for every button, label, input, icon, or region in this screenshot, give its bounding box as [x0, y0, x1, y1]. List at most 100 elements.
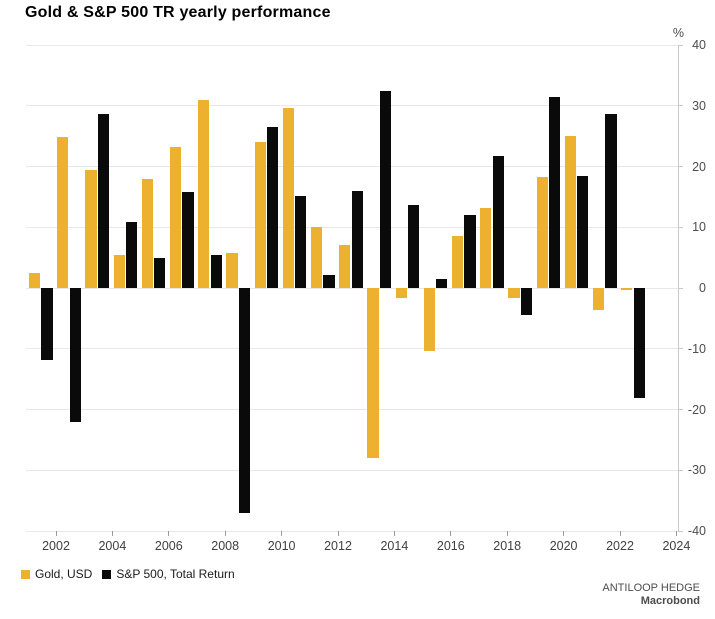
- bar-sp500-2012: [351, 190, 363, 288]
- x-axis-tick-label: 2008: [211, 539, 240, 553]
- x-axis-tick-label: 2002: [42, 539, 70, 553]
- y-axis-tick: [678, 166, 683, 167]
- y-axis-tick: [678, 409, 683, 410]
- y-axis-tick-label: 20: [692, 159, 706, 174]
- x-axis-tick: [506, 531, 508, 536]
- bar-gold-2011: [311, 226, 323, 288]
- bar-gold-2016: [452, 235, 464, 288]
- x-axis-tick-label: 2012: [324, 539, 352, 553]
- gridline: [26, 348, 678, 350]
- bar-sp500-2011: [323, 275, 335, 288]
- bar-sp500-2020: [577, 176, 589, 288]
- bar-sp500-2015: [436, 279, 448, 288]
- bar-sp500-2021: [605, 113, 617, 288]
- bar-sp500-2014: [408, 204, 420, 288]
- legend-item-sp500: S&P 500, Total Return: [102, 567, 235, 581]
- y-axis-tick-label: -40: [687, 524, 706, 538]
- gridline: [26, 166, 678, 167]
- branding: ANTILOOP HEDGE Macrobond: [602, 582, 700, 610]
- y-axis-tick: [678, 287, 683, 289]
- y-axis-tick: [678, 226, 683, 228]
- x-axis-tick-label: 2022: [606, 539, 634, 553]
- y-axis-unit-label: %: [672, 26, 684, 40]
- x-axis-tick-label: 2010: [267, 539, 296, 553]
- y-axis-tick-label: 0: [699, 281, 706, 295]
- bar-sp500-2003: [97, 113, 109, 288]
- x-axis-tick-label: 2018: [493, 539, 522, 553]
- bar-gold-2005: [141, 179, 153, 288]
- chart-title: Gold & S&P 500 TR yearly performance: [25, 4, 331, 21]
- bar-sp500-2019: [549, 96, 561, 288]
- x-axis-tick: [393, 531, 395, 536]
- bar-sp500-2001: [41, 288, 53, 361]
- bar-gold-2014: [395, 288, 407, 299]
- y-axis-tick-label: -10: [687, 341, 706, 356]
- legend-item-gold: Gold, USD: [21, 567, 92, 581]
- x-axis-tick: [55, 531, 57, 536]
- bar-sp500-2002: [69, 288, 81, 423]
- bar-sp500-2017: [492, 155, 504, 288]
- bar-sp500-2007: [210, 254, 222, 288]
- bar-sp500-2013: [379, 91, 391, 288]
- bar-gold-2022: [621, 288, 633, 290]
- bar-gold-2007: [198, 99, 210, 288]
- sp500-swatch-icon: [102, 569, 112, 579]
- bar-gold-2001: [29, 272, 41, 288]
- bar-sp500-2009: [267, 127, 279, 288]
- bar-gold-2019: [536, 176, 548, 288]
- x-axis-tick-label: 2004: [98, 539, 127, 553]
- bar-gold-2004: [113, 254, 125, 288]
- bar-sp500-2008: [238, 288, 250, 513]
- x-axis-tick-label: 2016: [436, 539, 465, 553]
- legend-label-gold: Gold, USD: [35, 567, 93, 581]
- bar-gold-2021: [593, 288, 605, 310]
- gridline: [26, 105, 678, 107]
- bar-gold-2003: [85, 170, 97, 288]
- bar-gold-2010: [282, 108, 294, 288]
- gridline: [26, 287, 678, 289]
- x-axis-tick: [619, 531, 621, 536]
- bar-sp500-2018: [520, 288, 532, 315]
- y-axis-tick: [678, 469, 683, 471]
- x-axis-tick: [281, 531, 283, 536]
- bar-gold-2006: [170, 147, 182, 288]
- x-axis-tick: [337, 531, 339, 536]
- bar-sp500-2005: [154, 258, 166, 288]
- x-axis-tick-label: 2020: [549, 539, 578, 553]
- legend: Gold, USD S&P 500, Total Return: [21, 567, 235, 581]
- bar-gold-2012: [339, 244, 351, 288]
- bar-sp500-2004: [126, 221, 138, 288]
- gridline: [26, 530, 678, 532]
- bar-gold-2015: [423, 288, 435, 352]
- y-axis-tick-label: 30: [692, 98, 706, 113]
- x-axis-tick-label: 2014: [380, 539, 409, 553]
- x-axis-tick: [450, 531, 452, 536]
- y-axis-tick: [678, 105, 683, 107]
- x-axis-tick: [563, 531, 565, 536]
- bar-gold-2002: [57, 137, 69, 288]
- y-axis-tick-label: -20: [687, 402, 706, 417]
- gridline: [26, 469, 678, 471]
- y-axis-tick-label: 10: [692, 220, 706, 235]
- bar-gold-2009: [254, 142, 266, 288]
- gridline: [26, 409, 678, 410]
- bar-gold-2017: [480, 208, 492, 288]
- x-axis-tick: [111, 531, 113, 536]
- gridline: [26, 44, 678, 46]
- bar-gold-2018: [508, 288, 520, 298]
- bar-gold-2013: [367, 288, 379, 459]
- y-axis-tick: [678, 44, 683, 46]
- x-axis-tick-label: 2024: [662, 539, 691, 553]
- bar-sp500-2016: [464, 215, 476, 288]
- gold-swatch-icon: [21, 569, 30, 579]
- x-axis-tick: [168, 531, 170, 536]
- x-axis-tick: [675, 531, 677, 536]
- bar-sp500-2006: [182, 192, 194, 288]
- x-axis-tick: [224, 531, 226, 536]
- y-axis-tick: [678, 348, 683, 350]
- legend-label-sp500: S&P 500, Total Return: [116, 567, 235, 581]
- branding-line1: ANTILOOP HEDGE: [602, 581, 700, 594]
- bar-sp500-2022: [633, 288, 645, 398]
